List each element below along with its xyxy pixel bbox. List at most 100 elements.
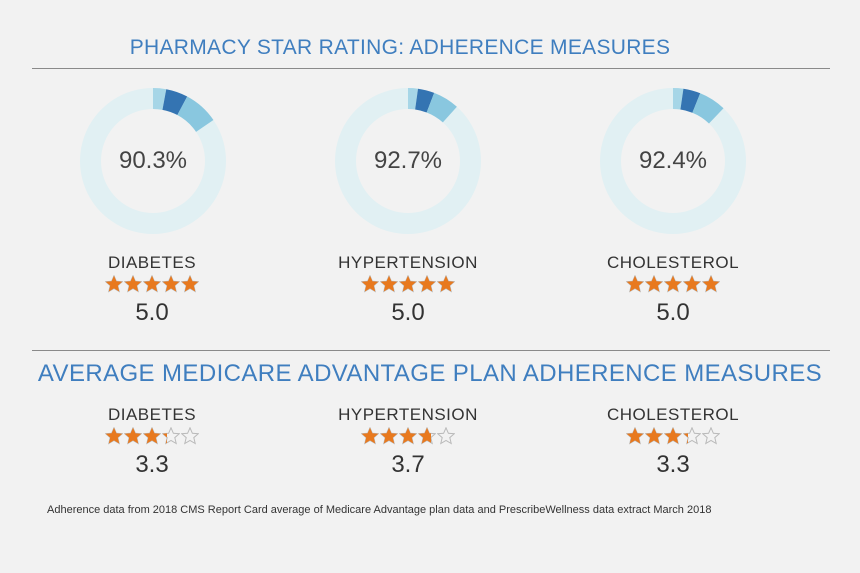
donut-percent-label: 92.7%	[373, 147, 443, 174]
star-icon	[105, 427, 123, 445]
donut-segment-light	[692, 93, 724, 124]
rating-score: 3.3	[135, 451, 169, 478]
pharmacy-section-title: PHARMACY STAR RATING: ADHERENCE MEASURES	[129, 36, 671, 59]
star-icon	[626, 427, 644, 445]
star-fill	[162, 427, 168, 445]
star-icon	[124, 275, 142, 293]
measure-label: HYPERTENSION	[338, 253, 478, 272]
medicare-rating-cholesterol: CHOLESTEROL 3.3	[573, 405, 773, 479]
donut-segment-dark	[415, 88, 435, 113]
rating-score: 3.3	[656, 451, 690, 478]
star-fill	[380, 427, 398, 445]
donut-chart-diabetes: 90.3%	[78, 86, 228, 236]
star-icon	[645, 427, 663, 445]
measure-label: HYPERTENSION	[338, 405, 478, 424]
star-icon	[418, 427, 436, 445]
star-fill	[399, 275, 417, 293]
measure-label: DIABETES	[107, 253, 197, 272]
pharmacy-rating-diabetes: DIABETES 5.0	[52, 253, 252, 327]
star-rating	[308, 427, 508, 445]
star-fill	[162, 275, 180, 293]
star-icon	[380, 427, 398, 445]
donut-segment-pale	[408, 88, 419, 110]
rating-score: 5.0	[391, 299, 425, 326]
star-icon	[664, 275, 682, 293]
medicare-rating-diabetes: DIABETES 3.3	[52, 405, 252, 479]
star-icon	[626, 275, 644, 293]
star-fill	[380, 275, 398, 293]
star-icon	[380, 275, 398, 293]
star-rating	[308, 275, 508, 293]
star-icon	[105, 275, 123, 293]
pharmacy-rating-hypertension: HYPERTENSION 5.0	[308, 253, 508, 327]
star-icon	[399, 275, 417, 293]
star-fill	[105, 275, 123, 293]
star-fill	[626, 275, 644, 293]
star-rating	[52, 275, 252, 293]
star-fill	[361, 275, 379, 293]
star-icon	[124, 427, 142, 445]
star-fill	[399, 427, 417, 445]
star-fill	[418, 275, 436, 293]
donut-svg	[600, 88, 747, 234]
star-fill	[437, 275, 455, 293]
medicare-rating-hypertension: HYPERTENSION 3.7	[308, 405, 508, 479]
measure-label: CHOLESTEROL	[606, 253, 740, 272]
star-fill	[181, 275, 199, 293]
rating-score: 5.0	[656, 299, 690, 326]
star-fill	[143, 427, 161, 445]
donut-percent-label: 90.3%	[118, 147, 188, 174]
star-icon	[143, 275, 161, 293]
star-fill	[645, 275, 663, 293]
donut-chart-hypertension: 92.7%	[333, 86, 483, 236]
star-icon	[361, 275, 379, 293]
donut-segment-light	[426, 92, 457, 123]
medicare-section-title: AVERAGE MEDICARE ADVANTAGE PLAN ADHERENC…	[37, 360, 823, 387]
star-icon	[702, 275, 720, 293]
donut-segment-pale	[673, 88, 684, 110]
star-icon	[162, 427, 180, 445]
donut-chart-cholesterol: 92.4%	[598, 86, 748, 236]
star-fill	[664, 427, 682, 445]
star-fill	[105, 427, 123, 445]
star-fill	[124, 275, 142, 293]
measure-label: CHOLESTEROL	[606, 405, 740, 424]
star-fill	[702, 275, 720, 293]
star-rating	[52, 427, 252, 445]
measure-label: DIABETES	[107, 405, 197, 424]
star-icon	[437, 427, 455, 445]
star-icon	[645, 275, 663, 293]
star-icon	[702, 427, 720, 445]
star-fill	[418, 427, 431, 445]
donut-segment-dark	[680, 88, 701, 113]
star-rating	[573, 275, 773, 293]
star-fill	[683, 427, 689, 445]
top-divider	[32, 68, 830, 69]
pharmacy-rating-cholesterol: CHOLESTEROL 5.0	[573, 253, 773, 327]
star-icon	[181, 427, 199, 445]
rating-score: 5.0	[135, 299, 169, 326]
star-fill	[143, 275, 161, 293]
star-fill	[361, 427, 379, 445]
rating-score: 3.7	[391, 451, 425, 478]
donut-segment-light	[177, 96, 214, 132]
star-icon	[418, 275, 436, 293]
star-icon	[162, 275, 180, 293]
donut-segment-pale	[153, 88, 167, 110]
star-fill	[626, 427, 644, 445]
star-icon	[143, 427, 161, 445]
donut-svg	[80, 88, 227, 234]
star-fill	[664, 275, 682, 293]
star-icon	[437, 275, 455, 293]
star-icon	[181, 275, 199, 293]
donut-percent-label: 92.4%	[638, 147, 708, 174]
star-fill	[683, 275, 701, 293]
star-icon	[399, 427, 417, 445]
donut-svg	[335, 88, 482, 234]
donut-segment-dark	[162, 89, 188, 116]
star-rating	[573, 427, 773, 445]
middle-divider	[32, 350, 830, 351]
star-icon	[683, 275, 701, 293]
star-fill	[124, 427, 142, 445]
star-icon	[361, 427, 379, 445]
